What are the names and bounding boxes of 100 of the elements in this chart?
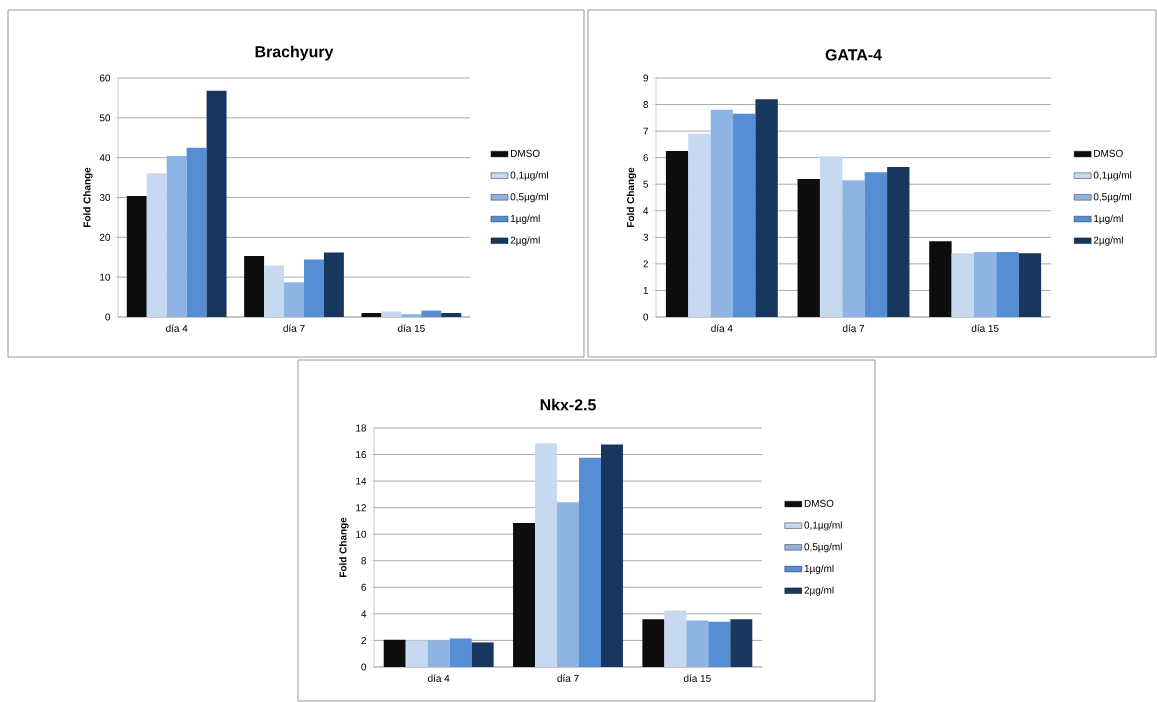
bar (951, 253, 974, 317)
legend-label: 2µg/ml (510, 236, 540, 246)
y-tick-label: 2 (643, 260, 648, 268)
y-tick-label: 10 (100, 273, 111, 281)
y-tick-label: 9 (643, 74, 649, 82)
y-tick-label: 6 (361, 583, 367, 591)
legend-label: 0,1µg/ml (1093, 171, 1132, 181)
bar (1018, 253, 1042, 317)
bar (819, 156, 843, 317)
bar (449, 638, 472, 667)
y-tick-label: 6 (643, 154, 649, 162)
bar (887, 166, 910, 317)
bar (755, 99, 778, 317)
y-tick-label: 4 (361, 610, 367, 618)
bar (797, 178, 820, 317)
legend-label: 0,1µg/ml (510, 171, 548, 181)
chart-title: GATA-4 (825, 49, 882, 61)
y-tick-label: 8 (643, 101, 649, 109)
y-tick-label: 0 (105, 313, 111, 321)
legend-label: 1µg/ml (804, 564, 834, 574)
legend-label: 1µg/ml (510, 214, 540, 224)
bar (381, 311, 402, 317)
bar (710, 109, 734, 317)
y-tick-label: 10 (356, 530, 367, 538)
bar (665, 151, 689, 317)
bar (733, 113, 756, 317)
y-tick-label: 12 (356, 504, 366, 512)
y-tick-label: 14 (356, 477, 367, 485)
y-tick-label: 0 (361, 663, 367, 671)
bar (642, 619, 665, 667)
bar (146, 173, 167, 317)
bar (535, 443, 558, 667)
y-tick-label: 16 (356, 451, 367, 459)
bar (421, 310, 442, 317)
bar (973, 251, 997, 317)
legend-label: DMSO (804, 499, 834, 507)
x-tick-label: día 4 (428, 674, 450, 682)
bar (664, 610, 687, 667)
bar (708, 621, 731, 667)
x-tick-label: día 7 (283, 324, 305, 332)
legend-label: 0,1µg/ml (804, 521, 842, 531)
bar (383, 639, 406, 667)
bar (864, 172, 888, 317)
bar (186, 147, 207, 317)
y-tick-label: 4 (643, 207, 649, 215)
y-tick-label: 30 (99, 193, 111, 202)
bar (323, 252, 344, 317)
y-tick-label: 1 (643, 287, 649, 294)
y-axis-title: Fold Change (626, 167, 637, 227)
y-tick-label: 0 (643, 313, 649, 321)
bar (401, 314, 422, 317)
y-tick-label: 18 (356, 424, 367, 432)
legend-label: 2µg/ml (804, 586, 834, 596)
y-tick-label: 50 (99, 114, 111, 122)
bar (284, 282, 304, 317)
bar (471, 642, 494, 667)
y-tick-label: 2 (361, 636, 366, 644)
bar (557, 502, 580, 667)
legend-label: 1µg/ml (1094, 214, 1123, 224)
y-axis-title: Fold Change (83, 167, 93, 227)
bar (244, 256, 265, 317)
y-tick-label: 20 (99, 233, 111, 241)
bar (688, 133, 711, 317)
legend-label: 2µg/ml (1093, 236, 1123, 246)
bar (600, 444, 623, 667)
x-tick-label: día 4 (711, 324, 733, 332)
bar (513, 522, 536, 667)
chart-title: Nkx-2.5 (540, 398, 596, 411)
bar (264, 265, 285, 317)
legend-label: 0,5µg/ml (804, 543, 842, 553)
legend-label: 0,5µg/ml (510, 193, 548, 203)
bar (405, 640, 428, 667)
bar (730, 619, 753, 667)
y-tick-label: 40 (99, 154, 111, 162)
x-tick-label: día 4 (166, 324, 188, 332)
legend-label: DMSO (511, 149, 540, 157)
legend-label: DMSO (1094, 149, 1123, 157)
bar (996, 251, 1019, 317)
bar (361, 313, 382, 317)
bar (206, 90, 227, 317)
bar (441, 313, 462, 317)
bar (686, 620, 709, 667)
y-tick-label: 5 (643, 180, 649, 188)
y-tick-label: 7 (643, 127, 648, 135)
y-tick-label: 60 (99, 74, 111, 82)
y-tick-label: 3 (643, 233, 649, 241)
x-tick-label: día 7 (557, 674, 579, 682)
bar (126, 195, 147, 317)
x-tick-label: día 15 (397, 324, 425, 332)
bar (929, 241, 952, 317)
y-axis-title: Fold Change (339, 517, 349, 577)
x-tick-label: día 15 (683, 674, 711, 682)
bar (579, 457, 601, 667)
bar (166, 156, 187, 317)
bar (427, 640, 450, 667)
x-tick-label: día 15 (971, 324, 999, 332)
bar (842, 180, 865, 317)
bar (303, 259, 324, 317)
chart-title: Brachyury (255, 45, 334, 61)
x-tick-label: día 7 (842, 324, 865, 332)
